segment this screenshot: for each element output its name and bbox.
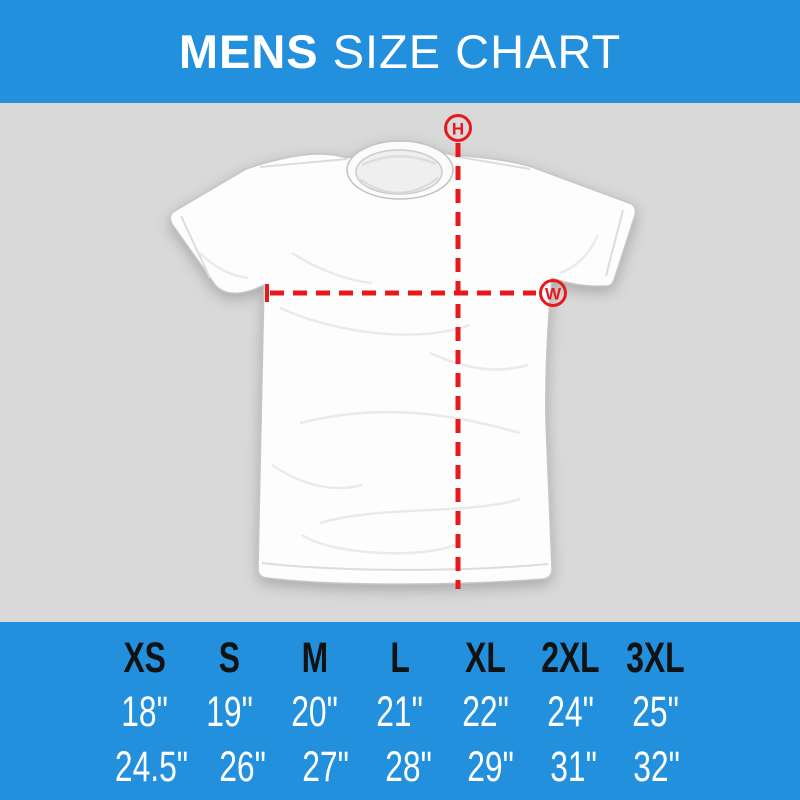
height-marker: H (444, 114, 472, 142)
tshirt-illustration: H W (169, 114, 637, 589)
width-values-row: 18" 19" 20" 21" 22" 24" 25" (0, 689, 800, 735)
collar (346, 140, 454, 200)
height-value: 28" (384, 743, 432, 791)
height-value: 29" (467, 743, 515, 791)
width-value: 22" (461, 688, 509, 736)
width-value: 24" (546, 688, 594, 736)
page-title-light: SIZE CHART (332, 25, 622, 78)
height-value: 24.5" (114, 743, 189, 791)
tshirt-shape (169, 140, 637, 585)
height-value: 32" (633, 743, 680, 791)
size-label: 2XL (541, 634, 600, 682)
size-label: XL (464, 634, 506, 682)
height-values-row: 24.5" 26" 27" 28" 29" 31" 32" (0, 744, 800, 790)
size-label: XS (123, 634, 166, 682)
size-label: L (390, 634, 410, 682)
header-banner: MENS SIZE CHART (0, 0, 800, 103)
width-marker-label: W (545, 285, 562, 304)
tshirt-diagram: H W (0, 103, 800, 622)
wrinkles (199, 234, 600, 555)
width-value: 25" (632, 688, 679, 736)
width-value: 20" (291, 688, 339, 736)
width-marker: W (539, 279, 567, 307)
width-value: 21" (376, 688, 424, 736)
height-value: 27" (301, 743, 349, 791)
height-marker-label: H (452, 120, 464, 139)
width-value: 18" (121, 688, 168, 736)
seams (180, 155, 624, 571)
size-labels-row: XS S M L XL 2XL 3XL (0, 636, 800, 680)
size-table: XS S M L XL 2XL 3XL 18" 19" 20" 21" 22" … (0, 622, 800, 800)
height-value: 31" (550, 743, 598, 791)
size-label: 3XL (626, 634, 685, 682)
measurement-overlay: H W (265, 114, 567, 589)
width-value: 19" (206, 688, 254, 736)
height-value: 26" (219, 743, 266, 791)
size-label: M (301, 634, 329, 682)
page-title-bold: MENS (178, 25, 319, 78)
size-label: S (219, 634, 241, 682)
